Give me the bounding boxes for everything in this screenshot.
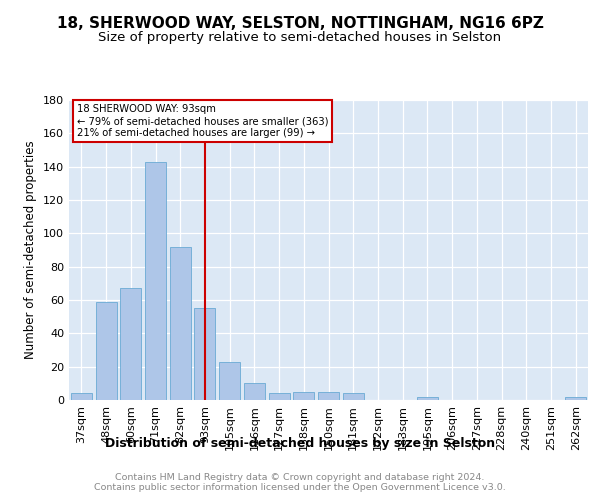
Text: Size of property relative to semi-detached houses in Selston: Size of property relative to semi-detach… <box>98 31 502 44</box>
Bar <box>219 362 240 400</box>
Bar <box>269 394 290 400</box>
Bar <box>293 392 314 400</box>
Bar <box>194 308 215 400</box>
Bar <box>244 384 265 400</box>
Bar <box>120 288 141 400</box>
Bar <box>565 396 586 400</box>
Bar <box>95 302 116 400</box>
Bar <box>417 396 438 400</box>
Bar <box>318 392 339 400</box>
Bar <box>343 394 364 400</box>
Text: 18 SHERWOOD WAY: 93sqm
← 79% of semi-detached houses are smaller (363)
21% of se: 18 SHERWOOD WAY: 93sqm ← 79% of semi-det… <box>77 104 328 138</box>
Bar <box>71 394 92 400</box>
Bar <box>170 246 191 400</box>
Y-axis label: Number of semi-detached properties: Number of semi-detached properties <box>25 140 37 360</box>
Text: Distribution of semi-detached houses by size in Selston: Distribution of semi-detached houses by … <box>105 438 495 450</box>
Bar <box>145 162 166 400</box>
Text: 18, SHERWOOD WAY, SELSTON, NOTTINGHAM, NG16 6PZ: 18, SHERWOOD WAY, SELSTON, NOTTINGHAM, N… <box>56 16 544 31</box>
Text: Contains HM Land Registry data © Crown copyright and database right 2024.
Contai: Contains HM Land Registry data © Crown c… <box>94 472 506 492</box>
